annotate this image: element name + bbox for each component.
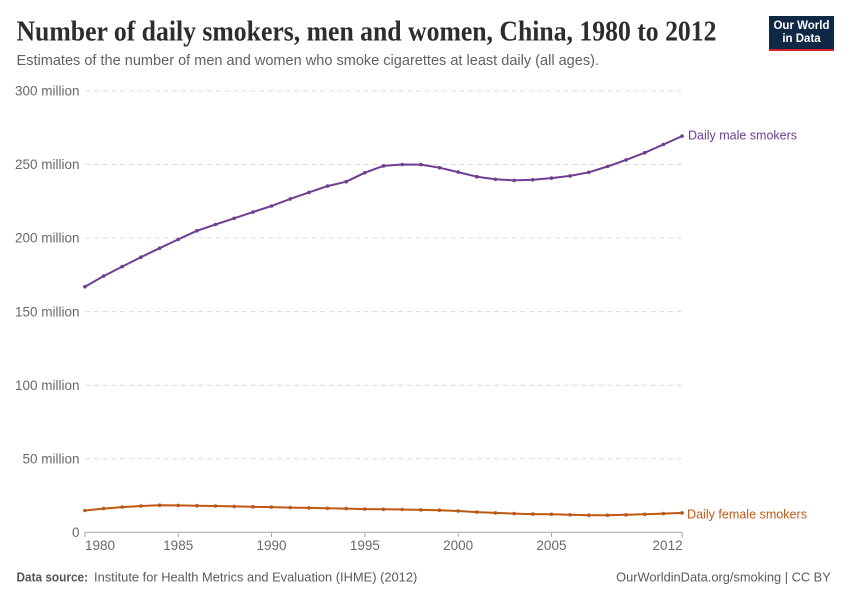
svg-text:50 million: 50 million xyxy=(22,451,79,466)
svg-text:2000: 2000 xyxy=(443,538,473,553)
svg-text:1990: 1990 xyxy=(256,538,286,553)
svg-text:250 million: 250 million xyxy=(15,157,80,172)
svg-text:Estimates of the number of men: Estimates of the number of men and women… xyxy=(17,52,600,69)
svg-text:1980: 1980 xyxy=(85,538,115,553)
svg-text:0: 0 xyxy=(72,525,80,540)
svg-text:2012: 2012 xyxy=(653,538,683,553)
svg-text:100 million: 100 million xyxy=(15,378,80,393)
svg-text:300 million: 300 million xyxy=(15,84,80,99)
svg-text:OurWorldinData.org/smoking | C: OurWorldinData.org/smoking | CC BY xyxy=(616,569,831,584)
svg-text:Institute for Health Metrics a: Institute for Health Metrics and Evaluat… xyxy=(94,569,417,584)
svg-text:1985: 1985 xyxy=(163,538,193,553)
svg-text:2005: 2005 xyxy=(536,538,566,553)
svg-text:Data source:: Data source: xyxy=(17,569,89,584)
svg-text:1995: 1995 xyxy=(350,538,380,553)
svg-text:200 million: 200 million xyxy=(15,231,80,246)
svg-text:Daily male smokers: Daily male smokers xyxy=(688,128,797,143)
svg-text:Number of daily smokers, men a: Number of daily smokers, men and women, … xyxy=(17,15,717,47)
svg-text:Daily female smokers: Daily female smokers xyxy=(687,506,807,521)
svg-text:150 million: 150 million xyxy=(15,304,80,319)
